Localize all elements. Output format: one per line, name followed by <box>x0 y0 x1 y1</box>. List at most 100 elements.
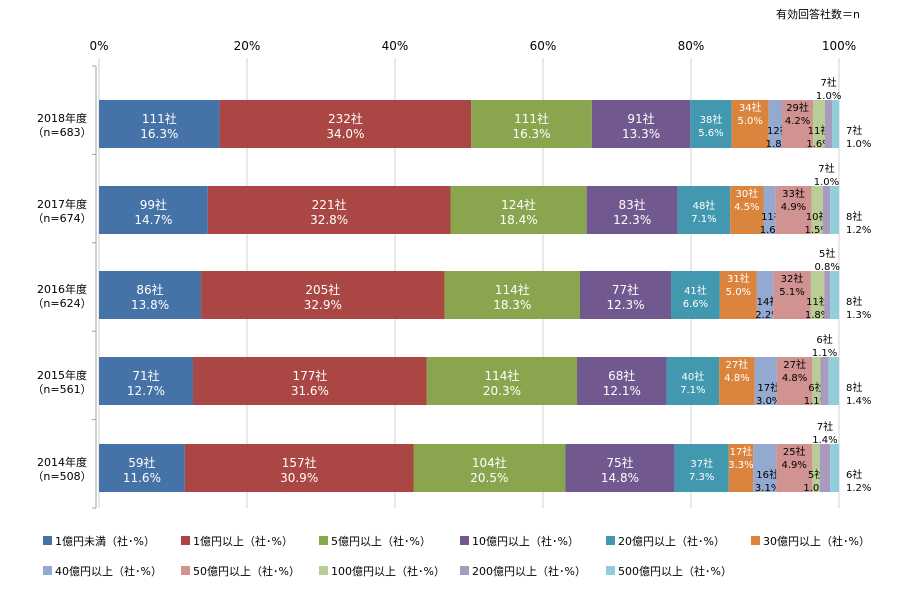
data-label-percent: 5.1% <box>779 287 804 298</box>
data-label-percent: 4.2% <box>785 116 810 127</box>
data-label-percent: 5.0% <box>737 116 762 127</box>
data-label-count: 68社 <box>608 368 635 383</box>
data-label-percent: 12.7% <box>127 384 165 398</box>
legend-label: 200億円以上（社･%） <box>472 564 586 578</box>
bar-segment <box>782 100 814 148</box>
data-label-percent: 1.8% <box>805 310 830 321</box>
data-label-percent: 32.8% <box>310 213 348 227</box>
bar-segment <box>413 444 566 492</box>
data-label-percent: 12.1% <box>603 384 641 398</box>
bar-segment <box>444 271 580 319</box>
data-label-percent: 31.6% <box>291 384 329 398</box>
data-label-percent: 1.6% <box>806 139 831 150</box>
bar-segment <box>219 100 472 148</box>
legend-label: 5億円以上（社･%） <box>331 534 431 548</box>
category-label: （n=561） <box>32 383 91 396</box>
data-label-percent: 18.4% <box>500 213 538 227</box>
bar-segment <box>728 444 754 492</box>
data-label-count: 17社 <box>757 381 780 394</box>
data-label-count: 17社 <box>730 445 753 458</box>
data-label-percent: 1.4% <box>846 396 871 407</box>
x-tick-label: 100% <box>822 39 856 53</box>
data-label-count: 32社 <box>781 272 804 285</box>
category-label: 2018年度 <box>37 111 87 125</box>
data-label-count: 91社 <box>627 111 654 126</box>
bar-segment <box>99 357 193 405</box>
bar-segment <box>756 271 774 319</box>
note-respondents: 有効回答社数＝n <box>776 8 860 21</box>
data-label-percent: 32.9% <box>304 298 342 312</box>
bar-segment <box>671 271 720 319</box>
data-label-percent: 7.1% <box>691 214 716 225</box>
bar-segment <box>753 444 777 492</box>
data-label-percent: 2.2% <box>755 310 780 321</box>
bar-segment <box>184 444 414 492</box>
bar-segment <box>731 100 769 148</box>
bar-segment <box>775 186 812 234</box>
bar-segment <box>811 186 823 234</box>
data-label-count: 8社 <box>846 381 862 394</box>
bar-segment <box>773 271 811 319</box>
bar-segment <box>812 444 820 492</box>
data-label-percent: 7.1% <box>680 385 705 396</box>
x-tick-label: 20% <box>234 39 261 53</box>
data-label-count: 104社 <box>472 455 507 470</box>
legend-swatch <box>460 566 469 575</box>
bar-segment <box>830 444 839 492</box>
data-label-percent: 11.6% <box>123 471 161 485</box>
bar-segment <box>577 357 667 405</box>
data-label-count: 221社 <box>312 197 347 212</box>
data-label-percent: 1.0% <box>846 139 871 150</box>
bar-segment <box>812 357 821 405</box>
data-label-count: 86社 <box>136 282 163 297</box>
data-label-count: 77社 <box>612 282 639 297</box>
data-label-count: 11社 <box>806 295 829 308</box>
data-label-percent: 18.3% <box>493 298 531 312</box>
data-label-count: 34社 <box>739 101 762 114</box>
data-label-count: 205社 <box>305 282 340 297</box>
legend-label: 1億円未満（社･%） <box>55 534 155 548</box>
data-label-count: 48社 <box>693 199 716 212</box>
data-label-count: 37社 <box>690 457 713 470</box>
data-label-count: 7社 <box>817 420 833 433</box>
data-label-percent: 30.9% <box>280 471 318 485</box>
data-label-count: 157社 <box>282 455 317 470</box>
category-label: （n=674） <box>32 212 91 225</box>
bar-segment <box>824 271 831 319</box>
legend-swatch <box>606 566 615 575</box>
bar-segment <box>192 357 427 405</box>
bar-segment <box>754 357 777 405</box>
data-label-percent: 12.3% <box>613 213 651 227</box>
category-label: 2017年度 <box>37 197 87 211</box>
data-label-percent: 14.8% <box>601 471 639 485</box>
data-label-count: 38社 <box>700 113 723 126</box>
bar-segment <box>99 444 185 492</box>
bar-segment <box>832 100 839 148</box>
bar-segment <box>677 186 731 234</box>
x-tick-label: 60% <box>530 39 557 53</box>
data-label-count: 11社 <box>808 124 831 137</box>
legend-label: 1億円以上（社･%） <box>193 534 293 548</box>
bar-segment <box>763 186 776 234</box>
bar-segment <box>822 186 831 234</box>
data-label-percent: 1.0% <box>814 177 839 188</box>
data-label-count: 7社 <box>846 124 862 137</box>
bar-segment <box>99 100 220 148</box>
bar-segment <box>201 271 445 319</box>
data-label-percent: 3.3% <box>728 460 753 471</box>
data-label-count: 7社 <box>818 162 834 175</box>
bar-segment <box>99 271 202 319</box>
legend-label: 10億円以上（社･%） <box>472 534 579 548</box>
data-label-count: 114社 <box>495 282 530 297</box>
data-label-percent: 1.3% <box>846 310 871 321</box>
data-label-count: 40社 <box>681 370 704 383</box>
data-label-percent: 1.0% <box>803 483 828 494</box>
bar-segment <box>99 186 208 234</box>
data-label-count: 29社 <box>786 101 809 114</box>
data-label-count: 27社 <box>726 358 749 371</box>
data-label-count: 7社 <box>820 76 836 89</box>
legend-swatch <box>181 566 190 575</box>
data-label-percent: 12.3% <box>606 298 644 312</box>
legend-swatch <box>43 566 52 575</box>
legend-label: 40億円以上（社･%） <box>55 564 162 578</box>
